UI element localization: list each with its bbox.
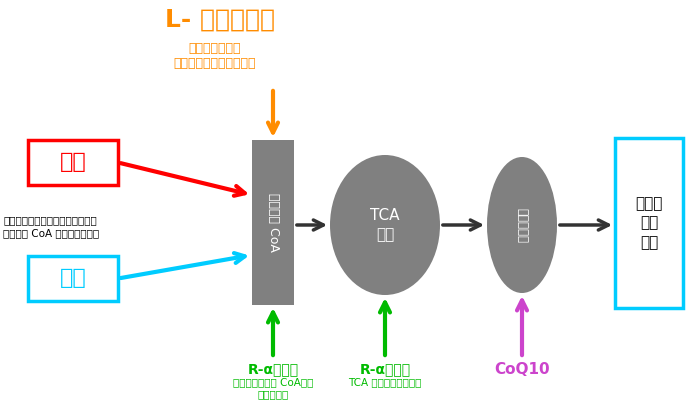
Text: 電子伝達系: 電子伝達系 bbox=[515, 208, 528, 243]
Text: CoQ10: CoQ10 bbox=[494, 362, 550, 377]
Text: R-αリポ酸: R-αリポ酸 bbox=[247, 362, 299, 376]
Text: 変換に関与: 変換に関与 bbox=[258, 389, 288, 399]
Text: アセチル CoA に変換される。: アセチル CoA に変換される。 bbox=[3, 228, 99, 238]
Text: L- カルニチン: L- カルニチン bbox=[165, 8, 275, 32]
Text: 脂質と糖質はミトコンドリア内で: 脂質と糖質はミトコンドリア内で bbox=[3, 215, 97, 225]
Bar bbox=[28, 256, 118, 301]
Text: TCA
回路: TCA 回路 bbox=[370, 208, 400, 242]
Bar bbox=[28, 140, 118, 185]
Ellipse shape bbox=[487, 157, 557, 293]
Bar bbox=[615, 138, 683, 308]
Text: アセチル CoA: アセチル CoA bbox=[267, 193, 279, 252]
Text: 糖質のアセチル CoAへの: 糖質のアセチル CoAへの bbox=[233, 377, 313, 387]
Ellipse shape bbox=[330, 155, 440, 295]
Text: ミトコンドリア膜を通過: ミトコンドリア膜を通過 bbox=[174, 57, 256, 70]
Text: 糖質: 糖質 bbox=[60, 268, 86, 289]
Text: R-αリポ酸: R-αリポ酸 bbox=[359, 362, 411, 376]
Text: 脂肪酸と結合し: 脂肪酸と結合し bbox=[189, 42, 241, 55]
Text: TCA 回路の回転に関与: TCA 回路の回転に関与 bbox=[349, 377, 421, 387]
Text: エネル
ギー
産生: エネル ギー 産生 bbox=[636, 196, 663, 250]
Bar bbox=[252, 140, 294, 305]
Text: 脂質: 脂質 bbox=[60, 153, 86, 173]
